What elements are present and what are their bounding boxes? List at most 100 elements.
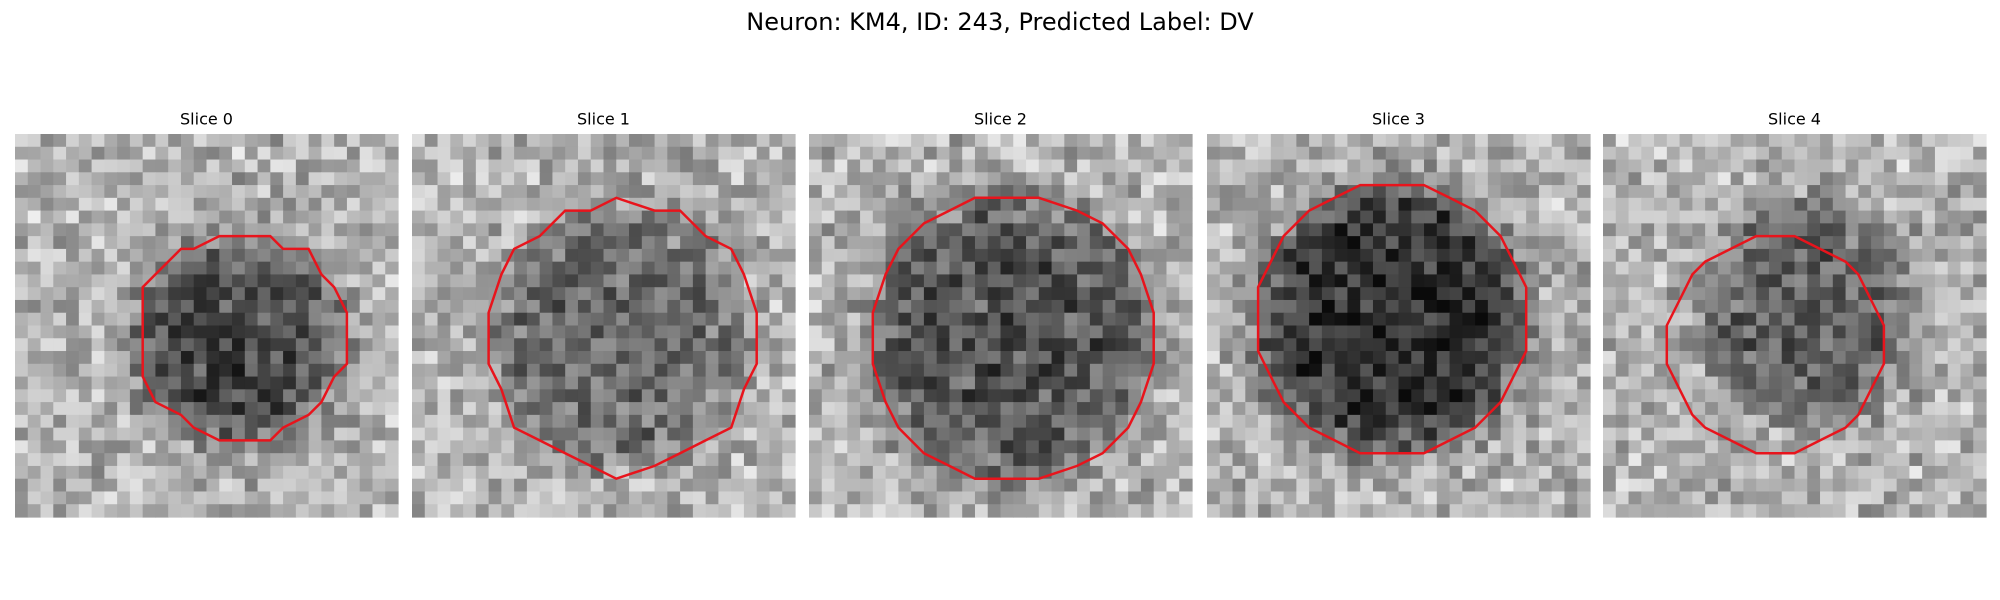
pixel: [1679, 338, 1693, 352]
pixel: [1436, 159, 1451, 173]
pixel: [1896, 223, 1910, 237]
pixel: [1449, 363, 1463, 378]
pixel: [1219, 414, 1234, 429]
pixel: [1794, 325, 1808, 339]
pixel: [705, 223, 719, 237]
pixel: [78, 197, 93, 212]
pixel: [834, 312, 848, 327]
pixel: [283, 274, 297, 288]
pixel: [1871, 287, 1885, 301]
pixel: [1858, 159, 1872, 173]
pixel: [1334, 172, 1349, 186]
pixel: [1026, 504, 1040, 518]
pixel: [898, 248, 912, 263]
pixel: [1013, 210, 1027, 224]
pixel: [1794, 197, 1808, 212]
pixel: [1089, 465, 1104, 480]
pixel: [1564, 146, 1578, 161]
pixel: [334, 453, 348, 467]
pixel: [372, 427, 386, 441]
pixel: [769, 274, 783, 288]
pixel: [641, 261, 656, 276]
pixel: [641, 223, 656, 237]
pixel: [769, 402, 783, 416]
pixel: [104, 414, 118, 429]
pixel: [565, 236, 579, 250]
pixel: [1487, 299, 1502, 314]
pixel: [15, 146, 29, 161]
pixel: [155, 134, 169, 148]
pixel: [1128, 338, 1142, 352]
pixel: [654, 351, 668, 365]
pixel: [1475, 287, 1489, 301]
pixel: [1654, 453, 1668, 467]
pixel: [1807, 185, 1821, 199]
pixel: [1730, 210, 1745, 224]
pixel: [117, 172, 131, 186]
pixel: [590, 185, 605, 199]
pixel: [78, 236, 93, 250]
pixel: [616, 440, 630, 454]
pixel: [1436, 325, 1451, 339]
pixel: [1207, 299, 1221, 314]
pixel: [1730, 172, 1745, 186]
pixel: [1051, 389, 1065, 403]
pixel: [654, 478, 668, 493]
pixel: [244, 363, 259, 378]
pixel: [629, 478, 643, 493]
pixel: [756, 312, 771, 327]
pixel: [1896, 299, 1910, 314]
pixel: [168, 440, 182, 454]
pixel: [1026, 389, 1040, 403]
pixel: [847, 299, 861, 314]
pixel: [923, 453, 938, 467]
pixel: [1641, 299, 1655, 314]
pixel: [244, 376, 259, 390]
pixel: [603, 261, 617, 276]
pixel: [756, 351, 771, 365]
pixel: [1334, 491, 1349, 505]
pixel: [463, 134, 477, 148]
pixel: [1922, 172, 1936, 186]
pixel: [15, 389, 29, 403]
pixel: [91, 351, 105, 365]
pixel: [283, 287, 297, 301]
pixel: [552, 351, 566, 365]
pixel: [193, 325, 208, 339]
pixel: [987, 325, 1002, 339]
pixel: [142, 312, 157, 327]
pixel: [1871, 236, 1885, 250]
pixel: [168, 376, 182, 390]
pixel: [1385, 146, 1400, 161]
pixel: [680, 185, 694, 199]
pixel: [1128, 325, 1142, 339]
pixel: [769, 465, 783, 480]
pixel: [219, 376, 233, 390]
pixel: [1513, 504, 1527, 518]
pixel: [911, 325, 925, 339]
pixel: [1500, 465, 1514, 480]
pixel: [1207, 172, 1221, 186]
pixel: [1692, 402, 1706, 416]
pixel: [1896, 414, 1910, 429]
pixel: [526, 465, 541, 480]
pixel: [898, 287, 912, 301]
pixel: [1538, 376, 1553, 390]
pixel: [1064, 236, 1078, 250]
pixel: [911, 236, 925, 250]
pixel: [206, 402, 220, 416]
pixel: [1832, 299, 1847, 314]
pixel: [1245, 261, 1259, 276]
pixel: [1692, 312, 1706, 327]
pixel: [731, 197, 745, 212]
pixel: [40, 504, 54, 518]
pixel: [450, 504, 464, 518]
pixel: [142, 504, 157, 518]
pixel: [1973, 248, 1987, 263]
pixel: [1641, 427, 1655, 441]
pixel: [1934, 325, 1949, 339]
pixel: [1283, 159, 1297, 173]
pixel: [475, 312, 490, 327]
pixel: [1628, 414, 1642, 429]
pixel: [1475, 248, 1489, 263]
